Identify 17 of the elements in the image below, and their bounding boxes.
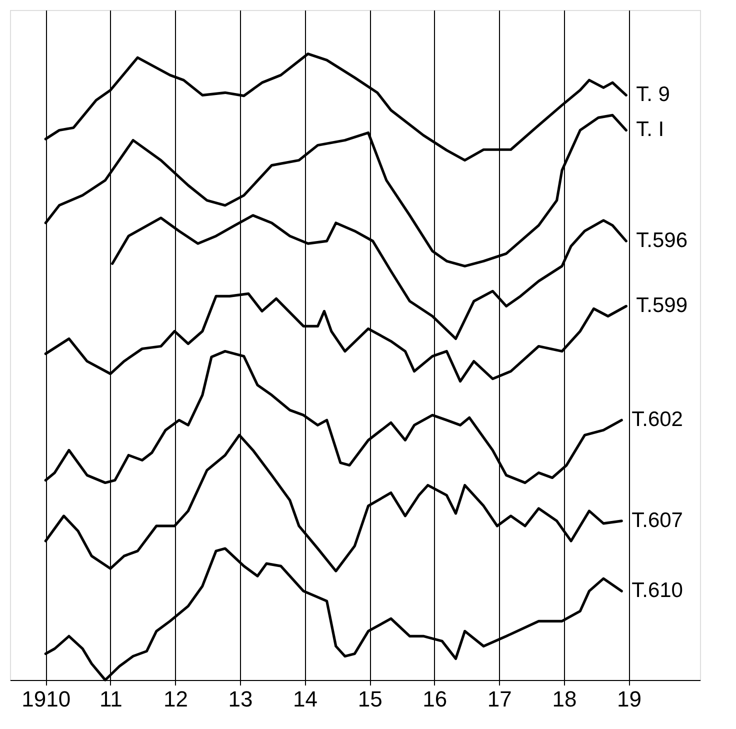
x-tick-label: 11 <box>100 686 122 712</box>
series-label: T. 9 <box>636 83 670 106</box>
x-tick-label: 13 <box>228 686 253 712</box>
x-tick-label: 1910 <box>22 686 71 712</box>
series-label: T.602 <box>632 408 683 432</box>
series-label: T. I <box>636 118 664 142</box>
series-label: T.607 <box>632 508 683 532</box>
x-tick-label: 17 <box>487 686 512 712</box>
series-label: T.599 <box>636 294 688 318</box>
x-tick-label: 18 <box>552 686 577 712</box>
x-tick-label: 15 <box>358 686 382 712</box>
series-label: T.596 <box>636 229 688 252</box>
x-tick-label: 12 <box>163 686 188 712</box>
x-tick-label: 16 <box>422 686 448 712</box>
x-tick-label: 19 <box>616 686 642 712</box>
series-label: T.610 <box>632 579 683 602</box>
x-tick-label: 14 <box>293 686 318 712</box>
